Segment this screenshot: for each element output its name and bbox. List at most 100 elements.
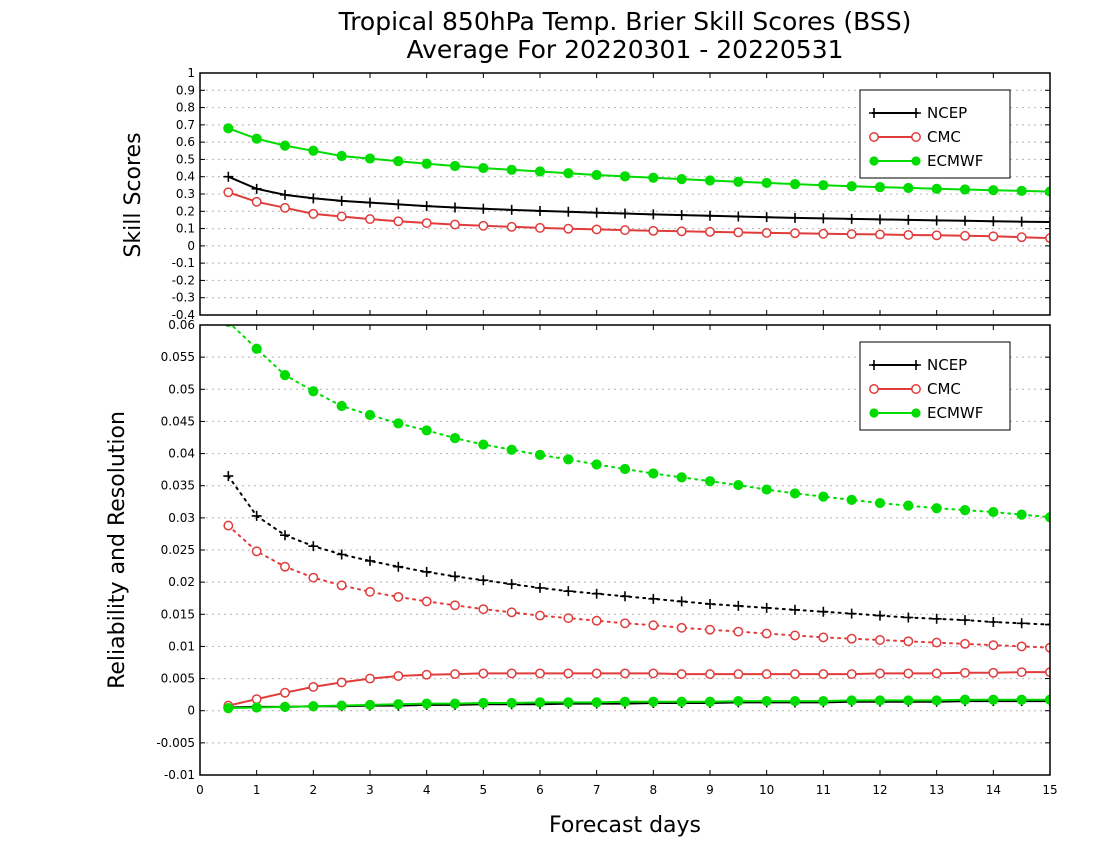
data-point-ecmwf bbox=[308, 386, 319, 397]
data-point-cmc bbox=[336, 211, 347, 222]
chart-title-line1: Tropical 850hPa Temp. Brier Skill Scores… bbox=[338, 7, 912, 36]
data-point-ncep bbox=[251, 183, 262, 194]
data-point-ecmwf bbox=[336, 400, 347, 412]
data-point-ecmwf bbox=[676, 472, 687, 483]
data-point-ncep bbox=[846, 608, 857, 619]
data-point-ecmwf bbox=[1016, 185, 1027, 196]
x-tick-label: 3 bbox=[366, 783, 374, 797]
data-point-cmc bbox=[393, 671, 404, 681]
data-point-cmc bbox=[1045, 233, 1050, 244]
data-point-cmc bbox=[251, 694, 262, 705]
data-point-ncep bbox=[365, 555, 375, 566]
data-point-cmc bbox=[846, 669, 857, 680]
data-point-ecmwf bbox=[279, 701, 291, 712]
data-point-ecmwf bbox=[421, 425, 432, 436]
data-point-ecmwf bbox=[733, 479, 744, 491]
data-point-ncep bbox=[988, 617, 999, 627]
data-point-cmc bbox=[733, 669, 744, 680]
y-tick-label: 0.005 bbox=[161, 672, 195, 686]
data-point-ncep bbox=[875, 214, 885, 225]
data-point-cmc bbox=[620, 225, 630, 236]
data-point-ecmwf bbox=[704, 696, 716, 707]
data-point-ecmwf bbox=[251, 702, 262, 713]
data-point-ncep bbox=[251, 510, 262, 521]
data-point-cmc bbox=[733, 227, 744, 238]
plot-frame bbox=[199, 72, 1051, 316]
data-point-ecmwf bbox=[421, 158, 432, 169]
data-point-ecmwf bbox=[931, 503, 942, 514]
data-point-ncep bbox=[988, 216, 999, 227]
data-point-ncep bbox=[875, 610, 885, 621]
data-point-ecmwf bbox=[393, 156, 404, 167]
data-point-cmc bbox=[846, 229, 857, 240]
y-tick-label: 0.035 bbox=[161, 479, 195, 493]
series-line-cmc bbox=[227, 191, 1050, 240]
data-point-ncep bbox=[620, 591, 630, 602]
data-point-cmc bbox=[960, 230, 970, 241]
data-point-ecmwf bbox=[1044, 512, 1050, 523]
data-point-ecmwf bbox=[364, 699, 376, 711]
data-point-ncep bbox=[421, 201, 432, 212]
data-point-ecmwf bbox=[789, 179, 801, 190]
data-point-ncep bbox=[620, 208, 630, 219]
data-point-cmc bbox=[591, 668, 602, 679]
data-point-cmc bbox=[336, 580, 347, 591]
data-point-ncep bbox=[308, 193, 319, 204]
data-point-ecmwf bbox=[846, 494, 857, 505]
data-point-cmc bbox=[506, 607, 517, 618]
data-point-ncep bbox=[931, 215, 942, 226]
data-point-ecmwf bbox=[761, 177, 772, 189]
data-point-ecmwf bbox=[874, 695, 886, 706]
data-point-ncep bbox=[761, 212, 772, 223]
data-point-ncep bbox=[761, 602, 772, 613]
x-tick-label: 4 bbox=[423, 783, 431, 797]
data-point-ecmwf bbox=[506, 164, 517, 175]
top-y-axis-label: Skill Scores bbox=[121, 132, 146, 257]
data-point-ecmwf bbox=[733, 176, 744, 187]
y-tick-label: 0.025 bbox=[161, 543, 195, 557]
data-point-ncep bbox=[365, 197, 375, 208]
data-point-cmc bbox=[903, 668, 914, 679]
data-point-ecmwf bbox=[563, 168, 574, 179]
data-point-ecmwf bbox=[251, 133, 262, 144]
legend-marker bbox=[911, 156, 921, 166]
data-point-cmc bbox=[818, 228, 829, 239]
data-point-cmc bbox=[705, 669, 715, 680]
legend-box bbox=[859, 341, 1011, 431]
data-point-cmc bbox=[478, 604, 489, 615]
data-point-cmc bbox=[506, 668, 517, 679]
data-point-ncep bbox=[818, 606, 829, 617]
plot-area bbox=[223, 123, 1050, 244]
data-point-cmc bbox=[223, 187, 234, 198]
reliability-resolution-panel: -0.01 -0.005 0 0.005 0.01 0.015 0.02 0.025 0.03 0… bbox=[156, 318, 1057, 797]
y-tick-label: -0.3 bbox=[172, 291, 195, 305]
data-point-ecmwf bbox=[959, 694, 971, 705]
legend-marker bbox=[869, 360, 879, 370]
data-point-cmc bbox=[705, 624, 715, 635]
legend-box bbox=[859, 89, 1011, 179]
data-point-ecmwf bbox=[449, 160, 461, 172]
data-point-ecmwf bbox=[563, 697, 574, 708]
data-point-cmc bbox=[421, 669, 432, 680]
data-point-ecmwf bbox=[336, 150, 347, 162]
legend-label-ecmwf: ECMWF bbox=[927, 152, 983, 170]
data-point-cmc bbox=[365, 214, 375, 225]
x-tick-label: 2 bbox=[310, 783, 318, 797]
data-point-cmc bbox=[280, 687, 290, 698]
legend-label-cmc: CMC bbox=[927, 380, 961, 398]
y-tick-label: -0.2 bbox=[172, 273, 195, 287]
data-point-cmc bbox=[875, 668, 885, 679]
x-tick-label: 7 bbox=[593, 783, 601, 797]
data-point-cmc bbox=[1016, 232, 1027, 243]
data-point-ecmwf bbox=[818, 180, 829, 191]
data-point-cmc bbox=[818, 669, 829, 680]
data-point-ecmwf bbox=[761, 484, 772, 495]
data-point-cmc bbox=[761, 669, 772, 680]
x-tick-label: 5 bbox=[480, 783, 488, 797]
y-tick-label: -0.01 bbox=[164, 768, 195, 782]
data-point-ecmwf bbox=[789, 695, 801, 707]
y-tick-label: -0.005 bbox=[156, 736, 195, 750]
data-point-ecmwf bbox=[591, 697, 602, 708]
data-point-ncep bbox=[506, 579, 517, 590]
data-point-ncep bbox=[960, 615, 970, 626]
